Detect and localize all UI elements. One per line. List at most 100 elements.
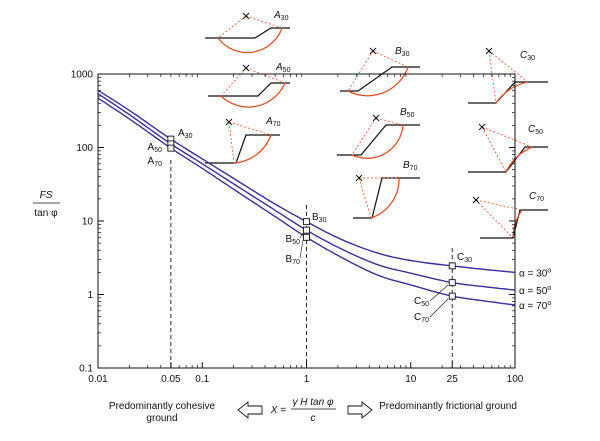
marker-label: A30 <box>178 128 193 140</box>
sketch-label: C50 <box>528 124 543 136</box>
slip-circle <box>505 146 533 173</box>
slope-sketch-c70: C70 <box>472 191 548 239</box>
marker-label: A70 <box>148 156 163 168</box>
x-tick-label: 0.1 <box>195 374 209 385</box>
sketch-label: B70 <box>403 160 418 172</box>
circle-center-cross <box>242 12 250 20</box>
x-tick-label: 0.01 <box>88 374 108 385</box>
ground-profile <box>468 81 548 104</box>
y-tick-label: 1000 <box>71 70 94 81</box>
marker-label: B50 <box>286 234 301 246</box>
x-tick-label: 0.05 <box>161 374 181 385</box>
slope-sketch-a50: A50 <box>208 62 291 108</box>
slip-circle <box>370 177 400 219</box>
circle-center-cross <box>225 118 233 126</box>
chart-labels: FS tan φ X = γ H tan φ c α = 30o α = 50o α = 70… <box>33 190 551 424</box>
marker-label: C50 <box>414 296 429 308</box>
xlabel-formula-denominator: c <box>311 413 316 424</box>
slope-sketch-b30: B30 <box>340 46 420 97</box>
ground-profile <box>480 209 548 239</box>
ground-profile <box>340 66 420 92</box>
ylabel-denominator: tan φ <box>34 208 58 219</box>
slope-sketch-a70: A70 <box>205 116 281 164</box>
marker-square <box>448 279 456 287</box>
radius-line <box>375 117 404 126</box>
radius-line <box>488 50 529 83</box>
right-arrow <box>347 401 373 419</box>
marker-leader <box>299 239 304 259</box>
radius-line <box>245 67 286 84</box>
y-tick-label: 10 <box>82 217 94 228</box>
y-tick-label: 1 <box>87 290 93 301</box>
marker-label: B70 <box>286 254 301 266</box>
circle-center-cross <box>485 47 493 55</box>
reference-lines <box>170 160 453 368</box>
marker-label: A50 <box>148 142 163 154</box>
xlabel-formula-lhs: X = <box>270 405 286 416</box>
marker-leader <box>429 284 449 302</box>
marker-label: C70 <box>414 312 429 324</box>
slope-sketch-b50: B50 <box>337 107 420 159</box>
marker-leader <box>299 232 304 239</box>
y-tick-label: 0.1 <box>79 364 93 375</box>
slip-circle <box>233 134 272 164</box>
circle-center-cross <box>369 47 377 55</box>
xlabel-formula-numerator: γ H tan φ <box>293 397 334 408</box>
xlabel-left-text: Predominantly cohesive ground <box>108 401 216 424</box>
marker-square <box>167 144 175 152</box>
circle-center-cross <box>478 123 486 131</box>
sketch-label: C70 <box>529 191 544 203</box>
series-label: α = 50o <box>519 285 551 297</box>
radius-line <box>228 121 272 136</box>
marker-square <box>303 233 310 241</box>
circle-center-cross <box>355 174 363 182</box>
ground-profile <box>353 177 420 219</box>
xlabel-right: Predominantly frictional ground <box>378 401 518 413</box>
ground-profile <box>205 27 290 39</box>
slip-circle <box>347 66 409 97</box>
sketch-label: B30 <box>395 46 410 58</box>
ground-profile <box>208 82 290 97</box>
sketch-label: A30 <box>273 10 289 22</box>
slope-sketch-c50: C50 <box>468 123 548 173</box>
radius-line <box>372 50 409 68</box>
xlabel-right-text: Predominantly frictional ground <box>379 401 517 412</box>
series-label: α = 30o <box>519 267 551 279</box>
radius-line <box>481 126 533 148</box>
circle-center-cross <box>472 196 480 204</box>
data-markers: A30 A50 A70 B30 B50 B70 C30 C50 C70 <box>148 128 473 324</box>
marker-square <box>448 262 456 270</box>
radius-line <box>228 121 235 164</box>
radius-line <box>481 126 507 173</box>
x-tick-label: 1 <box>304 374 310 385</box>
sketch-label: A70 <box>265 116 281 128</box>
sketch-label: A50 <box>275 62 291 74</box>
radius-line <box>358 177 372 219</box>
ground-profile <box>337 124 420 156</box>
y-tick-label: 100 <box>76 143 93 154</box>
radius-line <box>217 15 247 39</box>
circle-center-cross <box>372 114 380 122</box>
ylabel-numerator: FS <box>40 190 53 201</box>
marker-label: B30 <box>312 212 327 224</box>
slope-sketch-c30: C30 <box>468 47 548 104</box>
radius-line <box>475 199 514 239</box>
radius-line <box>220 67 247 97</box>
slope-sketch-a30: A30 <box>205 10 290 54</box>
x-tick-label: 100 <box>507 374 524 385</box>
marker-square <box>448 292 456 300</box>
circle-center-cross <box>242 64 250 72</box>
ground-profile <box>205 134 280 164</box>
marker-square <box>303 226 310 234</box>
sketch-label: B50 <box>400 107 415 119</box>
x-tick-label: 25 <box>447 374 459 385</box>
xlabel-left: Predominantly cohesive ground <box>92 401 232 425</box>
series-line <box>97 97 516 306</box>
series-line <box>97 89 516 274</box>
slope-sketch-b70: B70 <box>353 160 420 219</box>
radius-line <box>488 50 497 104</box>
x-tick-label: 10 <box>405 374 417 385</box>
series-label: α = 70o <box>519 300 551 312</box>
slip-circle <box>220 82 286 108</box>
